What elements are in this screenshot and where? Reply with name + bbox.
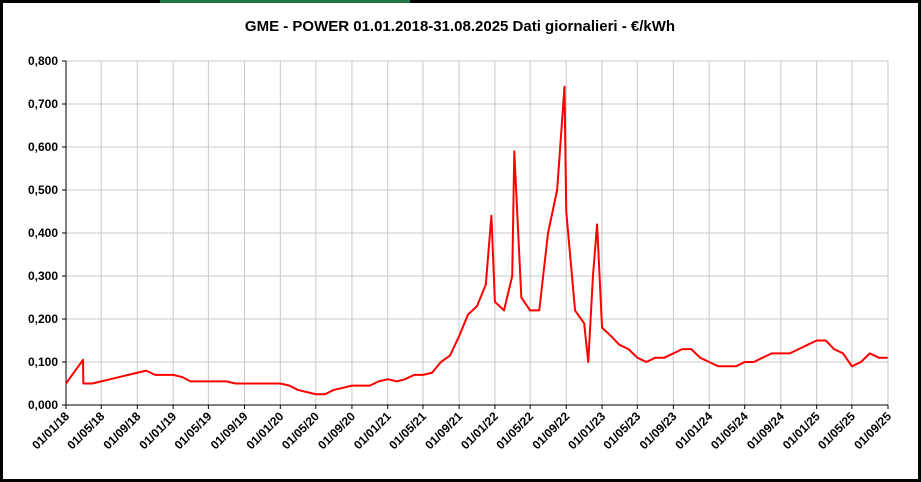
- selection-bar: [160, 0, 410, 3]
- y-tick-label: 0,600: [28, 140, 58, 154]
- y-tick-label: 0,500: [28, 183, 58, 197]
- y-tick-label: 0,700: [28, 97, 58, 111]
- y-tick-label: 0,100: [28, 355, 58, 369]
- y-tick-label: 0,200: [28, 312, 58, 326]
- y-tick-label: 0,300: [28, 269, 58, 283]
- price-line: [65, 85, 888, 396]
- y-tick-label: 0,800: [28, 54, 58, 68]
- chart-title: GME - POWER 01.01.2018-31.08.2025 Dati g…: [245, 18, 675, 35]
- y-tick-label: 0,000: [28, 398, 58, 412]
- y-tick-label: 0,400: [28, 226, 58, 240]
